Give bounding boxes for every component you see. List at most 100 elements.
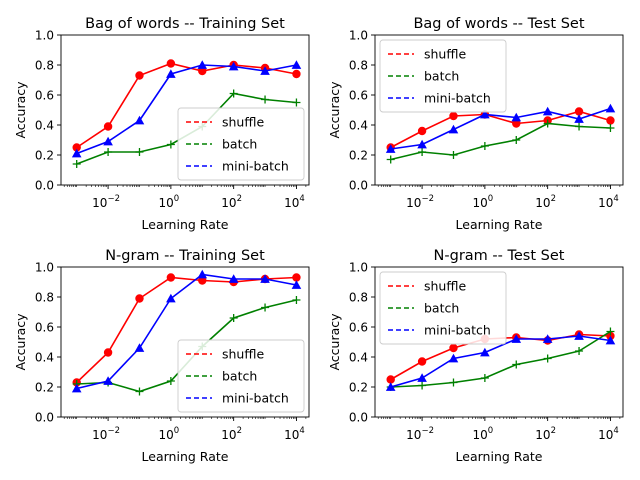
- x-tick-label: 102: [535, 426, 556, 442]
- x-axis-label: Learning Rate: [456, 217, 543, 232]
- chart-title: Bag of words -- Training Set: [85, 16, 285, 32]
- data-point-shuffle: [103, 122, 113, 131]
- legend-label-batch: batch: [424, 69, 459, 84]
- series-line-shuffle: [76, 62, 297, 149]
- y-tick-label: 0.8: [349, 291, 368, 305]
- data-point-shuffle: [198, 66, 207, 76]
- subplot-1: Bag of words -- Training Set 0.0 0.2 0.4 0.6…: [13, 16, 310, 232]
- data-point-batch: [261, 303, 270, 312]
- x-tick-label: 104: [598, 426, 619, 442]
- data-point-mini-batch: [260, 66, 270, 75]
- data-point-batch: [135, 148, 144, 156]
- data-point-batch: [449, 378, 458, 387]
- data-point-mini-batch: [574, 114, 584, 123]
- data-point-batch: [229, 314, 238, 322]
- data-point-shuffle: [292, 69, 301, 79]
- y-tick-label: 0.4: [349, 351, 368, 365]
- y-tick-label: 0.4: [35, 351, 54, 365]
- y-tick-label: 0.8: [349, 59, 368, 73]
- legend-box: [177, 107, 305, 181]
- x-tick-label: 104: [284, 426, 305, 442]
- data-point-mini-batch: [605, 103, 616, 113]
- legend-label-mini-batch: mini-batch: [222, 159, 289, 174]
- legend-label-batch: batch: [424, 301, 459, 316]
- data-point-mini-batch: [228, 274, 239, 283]
- data-point-batch: [480, 142, 489, 150]
- series-line-batch: [390, 122, 611, 161]
- x-tick-label: 102: [535, 194, 556, 210]
- data-point-shuffle: [166, 273, 176, 282]
- data-point-mini-batch: [605, 335, 616, 345]
- legend: shuffle batch mini-batch: [379, 39, 507, 113]
- data-point-batch: [72, 160, 81, 168]
- axes-frame: [60, 34, 310, 186]
- data-point-shuffle: [103, 348, 113, 357]
- legend-label-mini-batch: mini-batch: [424, 323, 491, 338]
- legend-label-shuffle: shuffle: [424, 47, 466, 62]
- y-tick-label: 0.4: [349, 119, 368, 133]
- data-point-batch: [292, 98, 301, 107]
- chart-title: N-gram -- Training Set: [105, 248, 265, 264]
- data-point-batch: [261, 95, 270, 104]
- y-tick-label: 0.6: [349, 321, 368, 335]
- data-point-batch: [575, 122, 584, 131]
- legend: shuffle batch mini-batch: [177, 107, 305, 181]
- data-point-mini-batch: [71, 148, 82, 158]
- data-point-shuffle: [198, 276, 207, 285]
- data-point-batch: [166, 377, 175, 385]
- legend-label-shuffle: shuffle: [222, 115, 264, 130]
- axes-frame: [60, 266, 310, 418]
- series-line-mini-batch: [390, 107, 611, 150]
- data-point-batch: [104, 148, 113, 156]
- data-point-shuffle: [449, 111, 458, 121]
- y-tick-label: 0.2: [35, 381, 54, 395]
- y-tick-label: 0.0: [35, 179, 54, 193]
- data-point-batch: [480, 374, 489, 382]
- y-tick-label: 0.8: [35, 291, 54, 305]
- data-point-batch: [575, 347, 584, 355]
- y-tick-label: 0.0: [35, 411, 54, 425]
- legend-box: [177, 339, 305, 413]
- x-axis-label: Learning Rate: [142, 449, 229, 464]
- data-point-shuffle: [386, 375, 395, 384]
- chart-title: N-gram -- Test Set: [434, 248, 565, 264]
- x-tick-label: 102: [221, 194, 242, 210]
- data-point-mini-batch: [260, 274, 270, 283]
- data-point-shuffle: [417, 126, 427, 136]
- series-line-mini-batch: [76, 273, 297, 390]
- data-point-mini-batch: [197, 60, 208, 69]
- y-axis-label: Accuracy: [327, 313, 342, 371]
- axes-frame: [374, 266, 624, 418]
- data-point-shuffle: [512, 119, 521, 128]
- x-tick-label: 104: [284, 194, 305, 210]
- x-tick-label: 104: [598, 194, 619, 210]
- data-point-mini-batch: [417, 139, 427, 149]
- data-point-mini-batch: [417, 373, 427, 382]
- data-point-mini-batch: [228, 61, 239, 71]
- legend: shuffle batch mini-batch: [177, 339, 305, 413]
- axes-frame: [374, 34, 624, 186]
- legend-box: [379, 39, 507, 113]
- y-tick-label: 0.2: [349, 149, 368, 163]
- data-point-shuffle: [449, 343, 458, 353]
- subplot-2: Bag of words -- Test Set 0.0 0.2 0.4 0.6 0.8 1…: [327, 16, 624, 232]
- legend-label-mini-batch: mini-batch: [424, 91, 491, 106]
- y-tick-label: 0.2: [35, 149, 54, 163]
- y-tick-label: 0.6: [35, 321, 54, 335]
- data-point-batch: [292, 296, 301, 304]
- legend-label-mini-batch: mini-batch: [222, 391, 289, 406]
- data-point-mini-batch: [448, 353, 459, 363]
- series-line-mini-batch: [390, 335, 611, 388]
- y-tick-label: 0.0: [349, 179, 368, 193]
- data-point-batch: [386, 155, 395, 164]
- data-point-batch: [606, 327, 615, 336]
- x-tick-label: 10−2: [92, 194, 120, 210]
- legend-box: [379, 271, 507, 345]
- data-point-batch: [166, 140, 175, 149]
- x-tick-label: 100: [473, 194, 494, 210]
- data-point-batch: [418, 381, 427, 390]
- series-line-mini-batch: [76, 64, 297, 155]
- data-point-mini-batch: [480, 109, 490, 119]
- x-tick-label: 100: [473, 426, 494, 442]
